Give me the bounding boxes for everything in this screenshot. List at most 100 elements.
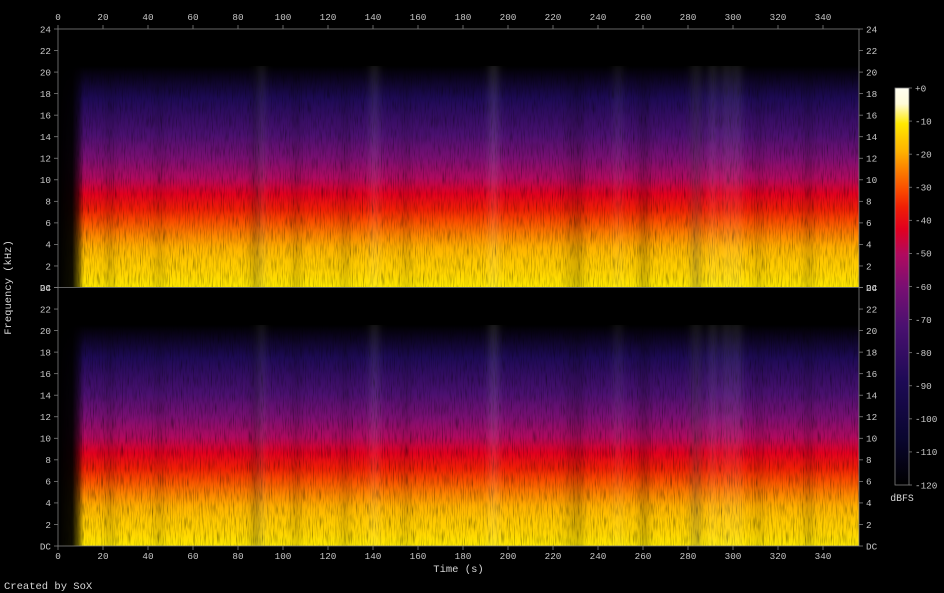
svg-text:8: 8 bbox=[45, 197, 51, 208]
svg-text:22: 22 bbox=[866, 46, 877, 57]
svg-text:dBFS: dBFS bbox=[890, 493, 914, 504]
svg-text:80: 80 bbox=[232, 551, 243, 562]
svg-text:320: 320 bbox=[770, 551, 787, 562]
svg-text:14: 14 bbox=[866, 391, 878, 402]
svg-text:220: 220 bbox=[545, 12, 562, 23]
svg-text:200: 200 bbox=[500, 551, 517, 562]
svg-text:100: 100 bbox=[275, 551, 292, 562]
svg-text:18: 18 bbox=[40, 89, 51, 100]
svg-text:2: 2 bbox=[866, 261, 872, 272]
svg-text:6: 6 bbox=[866, 218, 872, 229]
svg-text:340: 340 bbox=[815, 12, 832, 23]
svg-text:-10: -10 bbox=[915, 116, 932, 127]
svg-text:220: 220 bbox=[545, 551, 562, 562]
svg-text:12: 12 bbox=[40, 412, 51, 423]
svg-text:14: 14 bbox=[40, 132, 52, 143]
svg-text:-110: -110 bbox=[915, 447, 937, 458]
svg-text:0: 0 bbox=[55, 551, 61, 562]
svg-text:240: 240 bbox=[590, 551, 607, 562]
svg-text:24: 24 bbox=[866, 283, 878, 294]
svg-text:14: 14 bbox=[866, 132, 878, 143]
svg-text:200: 200 bbox=[500, 12, 517, 23]
svg-text:6: 6 bbox=[45, 477, 51, 488]
svg-text:280: 280 bbox=[680, 12, 697, 23]
svg-text:20: 20 bbox=[40, 67, 51, 78]
svg-text:40: 40 bbox=[142, 12, 153, 23]
svg-text:60: 60 bbox=[187, 12, 198, 23]
svg-text:160: 160 bbox=[410, 12, 427, 23]
svg-text:12: 12 bbox=[866, 412, 877, 423]
svg-text:10: 10 bbox=[866, 434, 877, 445]
svg-text:260: 260 bbox=[635, 12, 652, 23]
svg-text:+0: +0 bbox=[915, 83, 926, 94]
svg-text:120: 120 bbox=[320, 551, 337, 562]
svg-text:280: 280 bbox=[680, 551, 697, 562]
svg-text:4: 4 bbox=[866, 498, 872, 509]
svg-text:-60: -60 bbox=[915, 282, 932, 293]
svg-text:300: 300 bbox=[725, 12, 742, 23]
svg-text:24: 24 bbox=[866, 24, 878, 35]
svg-text:340: 340 bbox=[815, 551, 832, 562]
svg-text:8: 8 bbox=[866, 197, 872, 208]
svg-text:16: 16 bbox=[40, 369, 51, 380]
svg-text:20: 20 bbox=[97, 12, 108, 23]
svg-text:16: 16 bbox=[40, 110, 51, 121]
svg-text:-40: -40 bbox=[915, 216, 932, 227]
svg-text:20: 20 bbox=[97, 551, 108, 562]
svg-text:180: 180 bbox=[455, 12, 472, 23]
svg-text:22: 22 bbox=[40, 304, 51, 315]
svg-text:16: 16 bbox=[866, 110, 877, 121]
svg-text:12: 12 bbox=[40, 154, 51, 165]
svg-text:8: 8 bbox=[866, 455, 872, 466]
svg-text:6: 6 bbox=[45, 218, 51, 229]
svg-text:140: 140 bbox=[365, 551, 382, 562]
svg-text:-50: -50 bbox=[915, 249, 932, 260]
svg-text:20: 20 bbox=[40, 326, 51, 337]
svg-text:260: 260 bbox=[635, 551, 652, 562]
svg-text:10: 10 bbox=[40, 175, 51, 186]
svg-text:4: 4 bbox=[45, 240, 51, 251]
svg-text:40: 40 bbox=[142, 551, 153, 562]
svg-text:Frequency (kHz): Frequency (kHz) bbox=[3, 240, 15, 335]
svg-text:20: 20 bbox=[866, 326, 877, 337]
svg-text:Created by SoX: Created by SoX bbox=[4, 581, 93, 593]
svg-text:80: 80 bbox=[232, 12, 243, 23]
svg-text:18: 18 bbox=[866, 347, 877, 358]
svg-text:60: 60 bbox=[187, 551, 198, 562]
svg-text:4: 4 bbox=[866, 240, 872, 251]
svg-text:DC: DC bbox=[40, 541, 52, 552]
svg-text:-120: -120 bbox=[915, 480, 937, 491]
svg-text:120: 120 bbox=[320, 12, 337, 23]
svg-text:140: 140 bbox=[365, 12, 382, 23]
svg-text:14: 14 bbox=[40, 391, 52, 402]
svg-text:160: 160 bbox=[410, 551, 427, 562]
svg-text:16: 16 bbox=[866, 369, 877, 380]
svg-text:-70: -70 bbox=[915, 315, 932, 326]
svg-text:4: 4 bbox=[45, 498, 51, 509]
svg-text:18: 18 bbox=[866, 89, 877, 100]
svg-text:DC: DC bbox=[866, 541, 878, 552]
svg-text:22: 22 bbox=[40, 46, 51, 57]
svg-text:100: 100 bbox=[275, 12, 292, 23]
svg-text:-90: -90 bbox=[915, 381, 932, 392]
svg-text:320: 320 bbox=[770, 12, 787, 23]
svg-text:240: 240 bbox=[590, 12, 607, 23]
svg-text:0: 0 bbox=[55, 12, 61, 23]
svg-text:22: 22 bbox=[866, 304, 877, 315]
svg-text:Time (s): Time (s) bbox=[433, 564, 483, 576]
svg-text:24: 24 bbox=[40, 283, 52, 294]
svg-text:6: 6 bbox=[866, 477, 872, 488]
svg-text:-20: -20 bbox=[915, 149, 932, 160]
svg-text:12: 12 bbox=[866, 154, 877, 165]
svg-text:DC: DC bbox=[40, 283, 52, 294]
svg-text:-100: -100 bbox=[915, 414, 937, 425]
svg-text:10: 10 bbox=[40, 434, 51, 445]
svg-text:20: 20 bbox=[866, 67, 877, 78]
svg-text:DC: DC bbox=[866, 283, 878, 294]
svg-text:300: 300 bbox=[725, 551, 742, 562]
svg-text:18: 18 bbox=[40, 347, 51, 358]
svg-text:24: 24 bbox=[40, 24, 52, 35]
svg-text:10: 10 bbox=[866, 175, 877, 186]
svg-text:-80: -80 bbox=[915, 348, 932, 359]
svg-text:-30: -30 bbox=[915, 183, 932, 194]
